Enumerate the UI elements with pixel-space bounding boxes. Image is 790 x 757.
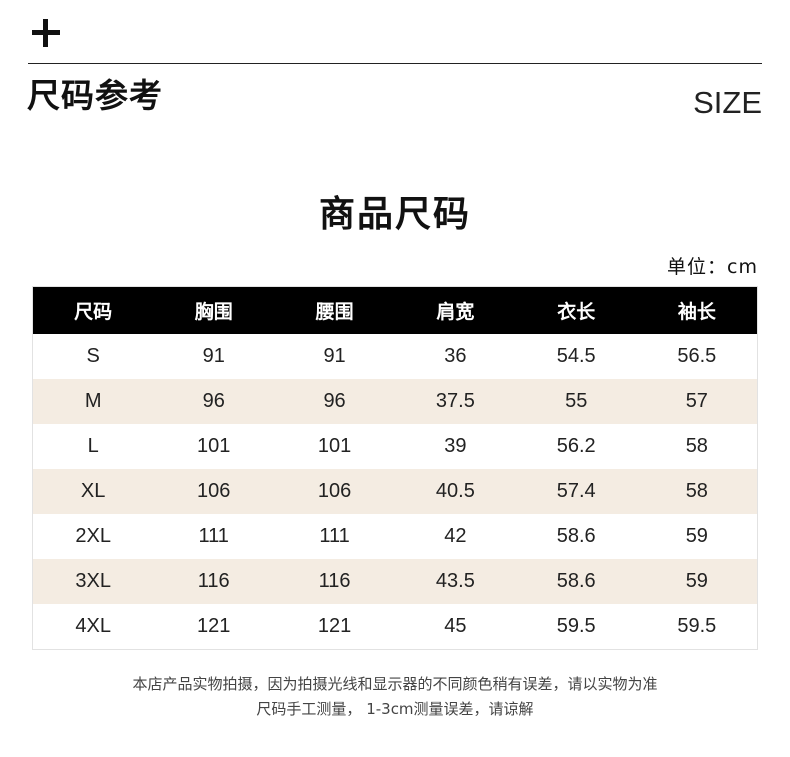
table-cell: 101 <box>274 424 395 469</box>
table-cell: 40.5 <box>394 469 516 514</box>
table-cell: 42 <box>394 514 516 559</box>
disclaimer-line-1: 本店产品实物拍摄，因为拍摄光线和显示器的不同颜色稍有误差，请以实物为准 <box>132 675 658 693</box>
table-cell: L <box>32 424 154 469</box>
column-header-size: 尺码 <box>32 286 154 334</box>
table-cell: 116 <box>274 559 395 604</box>
table-cell: 59 <box>636 514 758 559</box>
table-cell: 3XL <box>32 559 154 604</box>
table-cell: 58.6 <box>515 559 637 604</box>
table-row: S 91 91 36 54.5 56.5 <box>32 334 758 379</box>
table-cell: 39 <box>394 424 516 469</box>
column-header-shoulder: 肩宽 <box>394 286 516 334</box>
column-header-chest: 胸围 <box>153 286 275 334</box>
header-subtitle-en: SIZE <box>693 85 762 120</box>
plus-icon <box>32 19 60 47</box>
size-table: 尺码 胸围 腰围 肩宽 衣长 袖长 S 91 91 36 54.5 56.5 M… <box>32 286 758 650</box>
disclaimer-line-2: 尺码手工测量， 1-3cm测量误差，请谅解 <box>256 700 534 718</box>
table-cell: 36 <box>394 334 516 379</box>
table-header-row: 尺码 胸围 腰围 肩宽 衣长 袖长 <box>32 286 758 334</box>
table-cell: 58.6 <box>515 514 637 559</box>
header-title: 尺码参考 <box>27 76 163 115</box>
table-cell: 56.2 <box>515 424 637 469</box>
table-cell: 54.5 <box>515 334 637 379</box>
column-header-waist: 腰围 <box>274 286 395 334</box>
table-cell: 4XL <box>32 604 154 650</box>
table-title: 商品尺码 <box>318 194 471 235</box>
table-cell: 91 <box>274 334 395 379</box>
table-row: XL 106 106 40.5 57.4 58 <box>32 469 758 514</box>
table-cell: 2XL <box>32 514 154 559</box>
table-cell: 96 <box>274 379 395 424</box>
table-cell: 59 <box>636 559 758 604</box>
table-row: 4XL 121 121 45 59.5 59.5 <box>32 604 758 650</box>
table-cell: 101 <box>153 424 275 469</box>
table-cell: 111 <box>153 514 275 559</box>
table-cell: 56.5 <box>636 334 758 379</box>
table-cell: XL <box>32 469 154 514</box>
table-cell: 55 <box>515 379 637 424</box>
table-cell: 45 <box>394 604 516 650</box>
table-cell: 106 <box>274 469 395 514</box>
table-cell: 43.5 <box>394 559 516 604</box>
table-row: M 96 96 37.5 55 57 <box>32 379 758 424</box>
table-cell: 111 <box>274 514 395 559</box>
table-cell: 57 <box>636 379 758 424</box>
table-row: L 101 101 39 56.2 58 <box>32 424 758 469</box>
top-divider <box>28 63 762 64</box>
table-cell: M <box>32 379 154 424</box>
table-cell: 59.5 <box>636 604 758 650</box>
table-cell: 59.5 <box>515 604 637 650</box>
table-row: 3XL 116 116 43.5 58.6 59 <box>32 559 758 604</box>
table-cell: 121 <box>274 604 395 650</box>
table-cell: 58 <box>636 469 758 514</box>
column-header-length: 衣长 <box>515 286 637 334</box>
table-cell: 121 <box>153 604 275 650</box>
table-cell: 91 <box>153 334 275 379</box>
table-cell: 106 <box>153 469 275 514</box>
unit-label: 单位：cm <box>667 256 758 278</box>
table-row: 2XL 111 111 42 58.6 59 <box>32 514 758 559</box>
table-cell: 116 <box>153 559 275 604</box>
table-cell: 57.4 <box>515 469 637 514</box>
column-header-sleeve: 袖长 <box>636 286 758 334</box>
table-cell: 58 <box>636 424 758 469</box>
table-cell: S <box>32 334 154 379</box>
table-cell: 96 <box>153 379 275 424</box>
table-cell: 37.5 <box>394 379 516 424</box>
